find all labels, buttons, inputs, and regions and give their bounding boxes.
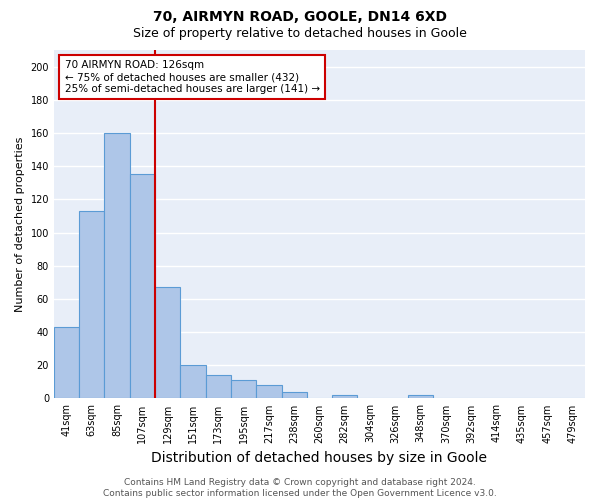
Text: 70, AIRMYN ROAD, GOOLE, DN14 6XD: 70, AIRMYN ROAD, GOOLE, DN14 6XD bbox=[153, 10, 447, 24]
Text: 70 AIRMYN ROAD: 126sqm
← 75% of detached houses are smaller (432)
25% of semi-de: 70 AIRMYN ROAD: 126sqm ← 75% of detached… bbox=[65, 60, 320, 94]
X-axis label: Distribution of detached houses by size in Goole: Distribution of detached houses by size … bbox=[151, 451, 487, 465]
Bar bbox=[408, 395, 433, 398]
Bar bbox=[54, 327, 79, 398]
Bar bbox=[231, 380, 256, 398]
Bar bbox=[79, 211, 104, 398]
Text: Contains HM Land Registry data © Crown copyright and database right 2024.
Contai: Contains HM Land Registry data © Crown c… bbox=[103, 478, 497, 498]
Bar bbox=[256, 385, 281, 398]
Bar bbox=[206, 375, 231, 398]
Y-axis label: Number of detached properties: Number of detached properties bbox=[15, 136, 25, 312]
Bar bbox=[155, 288, 181, 399]
Bar bbox=[181, 365, 206, 398]
Bar bbox=[332, 395, 358, 398]
Bar bbox=[130, 174, 155, 398]
Bar bbox=[281, 392, 307, 398]
Text: Size of property relative to detached houses in Goole: Size of property relative to detached ho… bbox=[133, 28, 467, 40]
Bar bbox=[104, 133, 130, 398]
